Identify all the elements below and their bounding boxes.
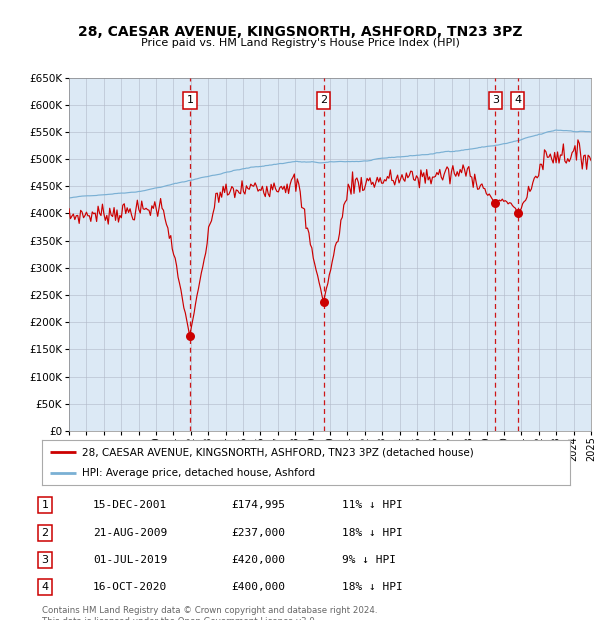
Text: 1: 1 [41, 500, 49, 510]
Text: 3: 3 [492, 95, 499, 105]
Text: 1: 1 [187, 95, 194, 105]
Text: £237,000: £237,000 [231, 528, 285, 538]
Text: HPI: Average price, detached house, Ashford: HPI: Average price, detached house, Ashf… [82, 467, 315, 478]
Text: £174,995: £174,995 [231, 500, 285, 510]
Text: 2: 2 [320, 95, 327, 105]
Text: 2: 2 [41, 528, 49, 538]
Text: 15-DEC-2001: 15-DEC-2001 [93, 500, 167, 510]
Text: 4: 4 [514, 95, 521, 105]
Text: £420,000: £420,000 [231, 555, 285, 565]
Text: 4: 4 [41, 582, 49, 592]
Text: 3: 3 [41, 555, 49, 565]
Text: £400,000: £400,000 [231, 582, 285, 592]
Text: Price paid vs. HM Land Registry's House Price Index (HPI): Price paid vs. HM Land Registry's House … [140, 38, 460, 48]
Text: 21-AUG-2009: 21-AUG-2009 [93, 528, 167, 538]
Text: 28, CAESAR AVENUE, KINGSNORTH, ASHFORD, TN23 3PZ: 28, CAESAR AVENUE, KINGSNORTH, ASHFORD, … [78, 25, 522, 39]
Text: 01-JUL-2019: 01-JUL-2019 [93, 555, 167, 565]
Text: 16-OCT-2020: 16-OCT-2020 [93, 582, 167, 592]
Text: 28, CAESAR AVENUE, KINGSNORTH, ASHFORD, TN23 3PZ (detached house): 28, CAESAR AVENUE, KINGSNORTH, ASHFORD, … [82, 447, 473, 458]
Text: 9% ↓ HPI: 9% ↓ HPI [342, 555, 396, 565]
Text: 18% ↓ HPI: 18% ↓ HPI [342, 582, 403, 592]
Text: Contains HM Land Registry data © Crown copyright and database right 2024.
This d: Contains HM Land Registry data © Crown c… [42, 606, 377, 620]
Text: 18% ↓ HPI: 18% ↓ HPI [342, 528, 403, 538]
Text: 11% ↓ HPI: 11% ↓ HPI [342, 500, 403, 510]
